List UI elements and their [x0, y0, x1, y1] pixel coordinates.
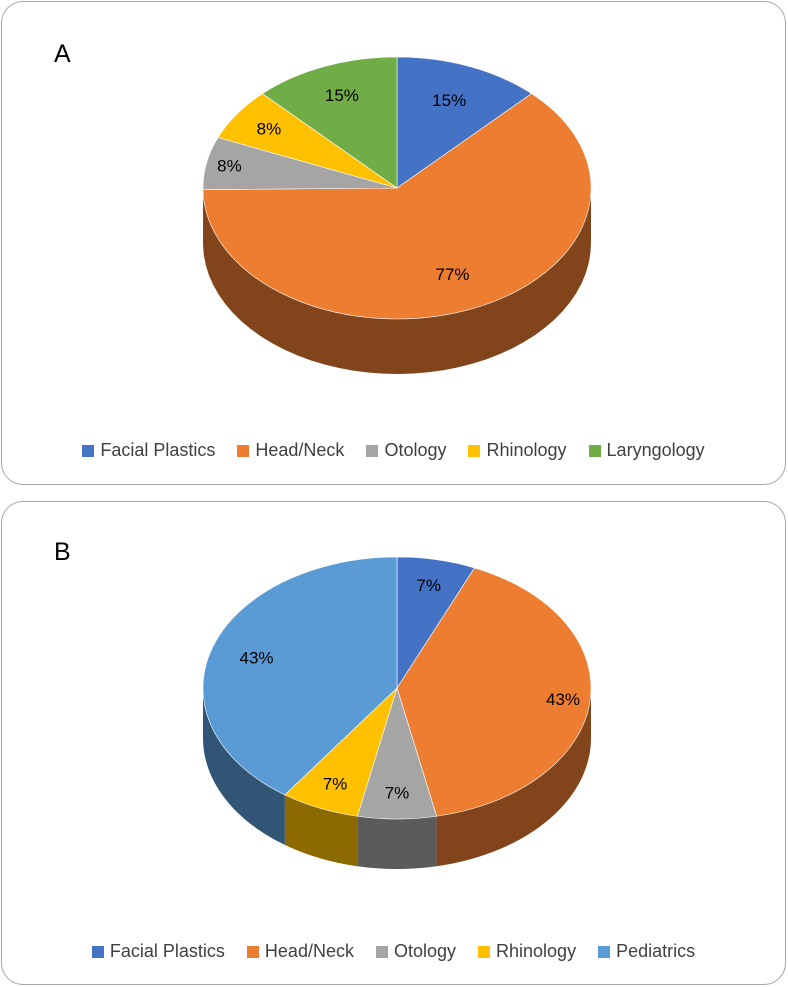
- legend-label: Pediatrics: [616, 941, 696, 961]
- legend-item-head-neck: Head/Neck: [246, 941, 354, 962]
- legend-label: Otology: [384, 440, 447, 460]
- legend-swatch: [82, 444, 95, 457]
- panel-label: B: [54, 538, 71, 566]
- legend-item-otology: Otology: [366, 440, 446, 461]
- legend-item-laryngology: Laryngology: [588, 440, 705, 461]
- data-label-rhinology: 8%: [257, 119, 282, 138]
- legend-swatch: [598, 945, 611, 958]
- legend-swatch: [366, 444, 379, 457]
- legend-swatch: [246, 945, 259, 958]
- chart-panel-a: A 15% 77% 8% 8% 15% Facial Plastics Head/Neck…: [1, 1, 786, 485]
- legend-swatch: [91, 945, 104, 958]
- legend-label: Rhinology: [496, 941, 577, 961]
- legend-label: Laryngology: [606, 440, 705, 460]
- data-label-pediatrics: 43%: [239, 648, 273, 667]
- data-label-otology: 8%: [217, 157, 242, 176]
- data-label-head-neck: 43%: [546, 690, 580, 709]
- legend-item-facial-plastics: Facial Plastics: [91, 941, 225, 962]
- pie-side-walls: [203, 188, 591, 374]
- panel-label: A: [54, 40, 71, 68]
- legend-b: Facial Plastics Head/Neck Otology Rhinology…: [2, 941, 785, 962]
- legend-a: Facial Plastics Head/Neck Otology Rhinology…: [2, 440, 785, 461]
- legend-swatch: [237, 444, 250, 457]
- legend-label: Facial Plastics: [109, 941, 225, 961]
- legend-swatch: [375, 945, 388, 958]
- legend-label: Rhinology: [486, 440, 567, 460]
- legend-item-otology: Otology: [375, 941, 457, 962]
- legend-item-rhinology: Rhinology: [478, 941, 576, 962]
- pie-slice-head-neck: [396, 567, 592, 817]
- pie-chart-a: 15% 77% 8% 8% 15%: [202, 56, 592, 374]
- pie-slice-facial-plastics: [396, 56, 533, 189]
- pie-chart-b: 7% 43% 7% 7% 43%: [202, 556, 592, 869]
- pie-slice-pediatrics: [202, 556, 398, 796]
- legend-item-head-neck: Head/Neck: [237, 440, 344, 461]
- pie-slice-laryngology: [261, 56, 398, 189]
- pie-slice-head-neck: [202, 93, 592, 320]
- data-label-otology: 7%: [385, 783, 410, 802]
- pie-side-head-neck: [436, 688, 591, 867]
- legend-label: Facial Plastics: [100, 440, 216, 460]
- legend-swatch: [478, 945, 491, 958]
- data-label-head-neck: 77%: [435, 265, 469, 284]
- legend-label: Otology: [393, 941, 457, 961]
- pie-side-walls: [203, 688, 591, 869]
- legend-label: Head/Neck: [255, 440, 345, 460]
- chart-panel-b: B 7% 43% 7% 7% 43% Facial Plastics Head/Neck O…: [1, 501, 786, 985]
- data-label-facial-plastics: 7%: [416, 576, 441, 595]
- legend-swatch: [468, 444, 481, 457]
- legend-item-pediatrics: Pediatrics: [598, 941, 695, 962]
- data-label-rhinology: 7%: [323, 775, 348, 794]
- pie-side-rhinology: [284, 794, 358, 867]
- legend-label: Head/Neck: [264, 941, 354, 961]
- legend-item-facial-plastics: Facial Plastics: [82, 440, 215, 461]
- pie-side-head-neck: [203, 188, 591, 374]
- pie-side-pediatrics: [203, 688, 285, 845]
- data-label-facial-plastics: 15%: [432, 91, 466, 110]
- legend-swatch: [588, 444, 601, 457]
- pie-side-otology: [357, 816, 437, 869]
- legend-item-rhinology: Rhinology: [468, 440, 567, 461]
- data-label-laryngology: 15%: [325, 86, 359, 105]
